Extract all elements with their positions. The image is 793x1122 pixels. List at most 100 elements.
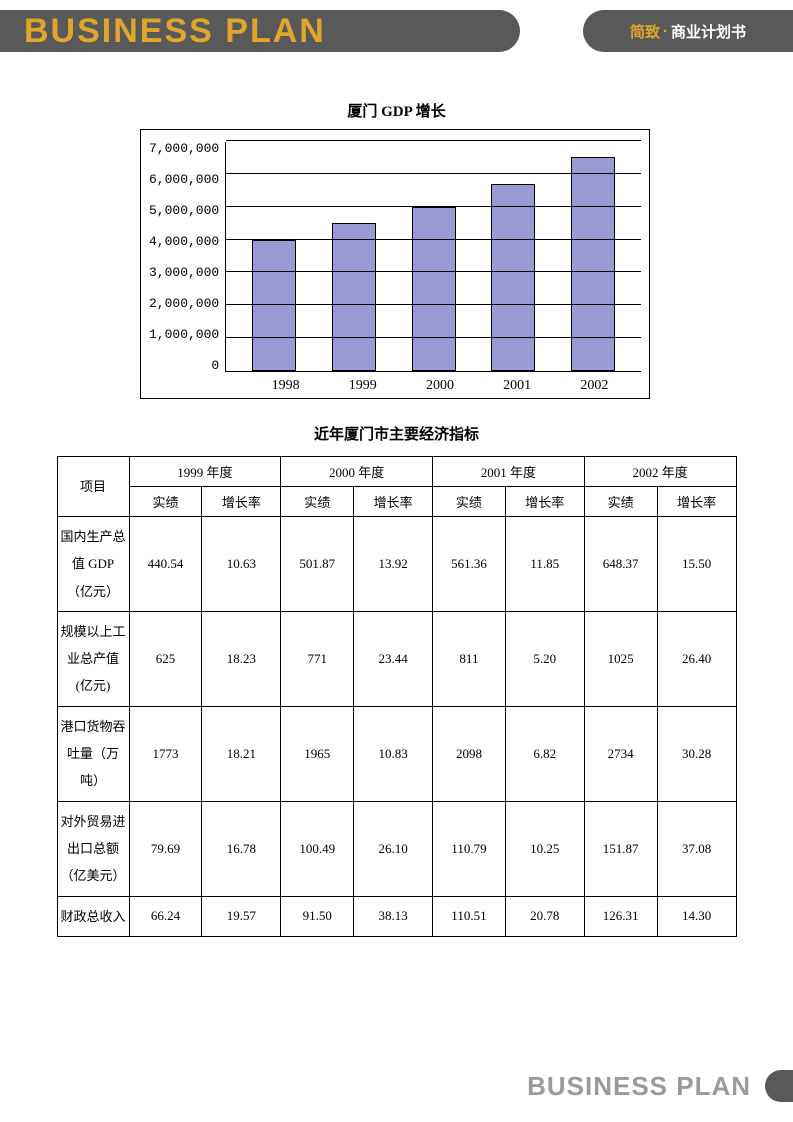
table-header-years: 项目 1999 年度 2000 年度 2001 年度 2002 年度 (57, 457, 736, 487)
header-title: BUSINESS PLAN (24, 12, 326, 51)
table-cell: 648.37 (584, 517, 657, 612)
table-cell: 16.78 (202, 801, 281, 896)
table-row-label: 财政总收入 (57, 896, 129, 936)
y-tick-label: 4,000,000 (149, 235, 219, 248)
table-cell: 2098 (432, 706, 505, 801)
y-tick-label: 1,000,000 (149, 328, 219, 341)
chart-plot (225, 142, 641, 372)
table-cell: 23.44 (354, 611, 433, 706)
table-cell: 6.82 (505, 706, 584, 801)
table-corner: 项目 (57, 457, 129, 517)
table-cell: 561.36 (432, 517, 505, 612)
gridline (226, 304, 641, 305)
table-cell: 1965 (281, 706, 354, 801)
x-tick-label: 2001 (495, 378, 539, 394)
table-subheader-cell: 实绩 (432, 487, 505, 517)
table-cell: 91.50 (281, 896, 354, 936)
table-cell: 5.20 (505, 611, 584, 706)
table-cell: 811 (432, 611, 505, 706)
table-subheader-cell: 增长率 (354, 487, 433, 517)
table-cell: 10.83 (354, 706, 433, 801)
header-subtitle-left: 简致 (630, 21, 660, 42)
y-tick-label: 6,000,000 (149, 173, 219, 186)
chart-title: 厦门 GDP 增长 (0, 100, 793, 121)
table-row-label: 对外贸易进出口总额（亿美元） (57, 801, 129, 896)
chart-bar (332, 223, 376, 371)
table-cell: 79.69 (129, 801, 202, 896)
table-subheader-cell: 增长率 (202, 487, 281, 517)
table-cell: 1773 (129, 706, 202, 801)
table-row-label: 国内生产总值 GDP（亿元） (57, 517, 129, 612)
table-cell: 100.49 (281, 801, 354, 896)
chart-x-axis: 1998 1999 2000 2001 2002 (239, 378, 641, 394)
table-cell: 126.31 (584, 896, 657, 936)
table-cell: 38.13 (354, 896, 433, 936)
header-subtitle-dot: · (663, 23, 668, 40)
economic-indicators-table: 项目 1999 年度 2000 年度 2001 年度 2002 年度 实绩增长率… (57, 456, 737, 937)
table-year-3: 2002 年度 (584, 457, 736, 487)
table-subheader-cell: 实绩 (584, 487, 657, 517)
table-cell: 501.87 (281, 517, 354, 612)
header-right-bar: 简致 · 商业计划书 (583, 10, 793, 52)
table-year-1: 2000 年度 (281, 457, 433, 487)
y-tick-label: 7,000,000 (149, 142, 219, 155)
table-cell: 19.57 (202, 896, 281, 936)
y-tick-label: 2,000,000 (149, 297, 219, 310)
table-cell: 26.40 (657, 611, 736, 706)
table-header-sub: 实绩增长率实绩增长率实绩增长率实绩增长率 (57, 487, 736, 517)
x-tick-label: 2002 (572, 378, 616, 394)
y-tick-label: 0 (149, 359, 219, 372)
table-cell: 18.21 (202, 706, 281, 801)
y-tick-label: 3,000,000 (149, 266, 219, 279)
table-cell: 15.50 (657, 517, 736, 612)
header-subtitle-right: 商业计划书 (671, 21, 746, 42)
table-cell: 771 (281, 611, 354, 706)
table-cell: 110.51 (432, 896, 505, 936)
table-cell: 18.23 (202, 611, 281, 706)
table-cell: 10.25 (505, 801, 584, 896)
gdp-chart: 7,000,000 6,000,000 5,000,000 4,000,000 3,00… (140, 129, 650, 399)
footer-title: BUSINESS PLAN (527, 1071, 751, 1102)
table-row: 规模以上工业总产值(亿元)62518.2377123.448115.201025… (57, 611, 736, 706)
table-cell: 10.63 (202, 517, 281, 612)
table-subheader-cell: 实绩 (129, 487, 202, 517)
table-cell: 30.28 (657, 706, 736, 801)
table-cell: 110.79 (432, 801, 505, 896)
gridline (226, 206, 641, 207)
table-cell: 1025 (584, 611, 657, 706)
table-cell: 66.24 (129, 896, 202, 936)
table-subheader-cell: 实绩 (281, 487, 354, 517)
table-year-0: 1999 年度 (129, 457, 281, 487)
table-row: 对外贸易进出口总额（亿美元）79.6916.78100.4926.10110.7… (57, 801, 736, 896)
table-cell: 625 (129, 611, 202, 706)
table-row-label: 规模以上工业总产值(亿元) (57, 611, 129, 706)
table-cell: 2734 (584, 706, 657, 801)
table-year-2: 2001 年度 (432, 457, 584, 487)
table-row: 财政总收入66.2419.5791.5038.13110.5120.78126.… (57, 896, 736, 936)
gridline (226, 271, 641, 272)
footer-cap (765, 1070, 793, 1102)
table-cell: 20.78 (505, 896, 584, 936)
page-footer: BUSINESS PLAN (527, 1070, 793, 1102)
gridline (226, 140, 641, 141)
chart-y-axis: 7,000,000 6,000,000 5,000,000 4,000,000 3,00… (149, 142, 225, 372)
table-cell: 26.10 (354, 801, 433, 896)
gridline (226, 337, 641, 338)
table-cell: 151.87 (584, 801, 657, 896)
page-header: BUSINESS PLAN 简致 · 商业计划书 (0, 0, 793, 60)
table-cell: 440.54 (129, 517, 202, 612)
table-row: 国内生产总值 GDP（亿元）440.5410.63501.8713.92561.… (57, 517, 736, 612)
chart-bar (491, 184, 535, 371)
table-cell: 14.30 (657, 896, 736, 936)
y-tick-label: 5,000,000 (149, 204, 219, 217)
table-cell: 13.92 (354, 517, 433, 612)
table-cell: 37.08 (657, 801, 736, 896)
header-left-bar: BUSINESS PLAN (0, 10, 520, 52)
x-tick-label: 1998 (264, 378, 308, 394)
x-tick-label: 2000 (418, 378, 462, 394)
table-row-label: 港口货物吞吐量（万吨） (57, 706, 129, 801)
gridline (226, 173, 641, 174)
x-tick-label: 1999 (341, 378, 385, 394)
chart-bar (412, 207, 456, 371)
table-cell: 11.85 (505, 517, 584, 612)
